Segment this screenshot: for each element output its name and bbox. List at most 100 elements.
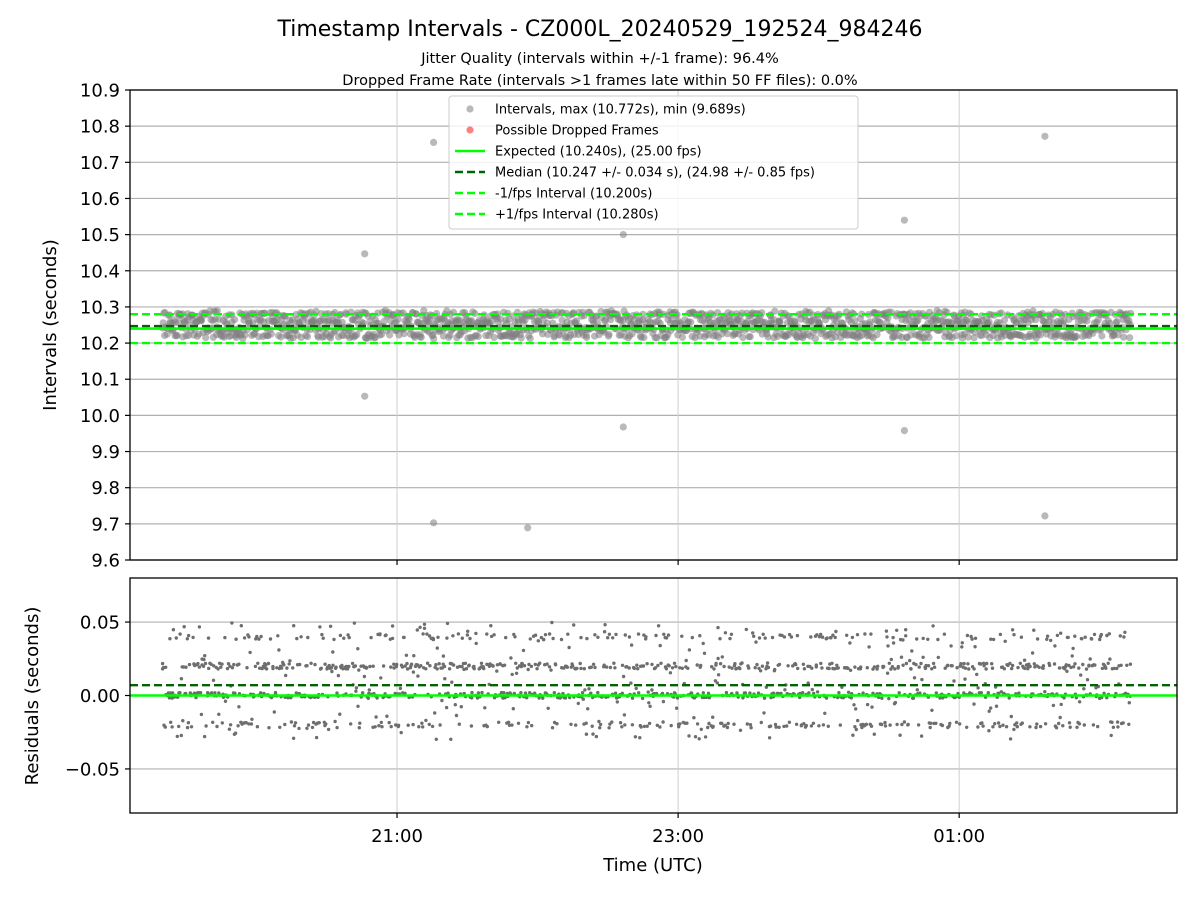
residual-point: [928, 725, 932, 730]
residual-point: [528, 637, 532, 641]
residual-point: [946, 663, 950, 667]
residual-point: [483, 706, 487, 710]
residual-point: [598, 726, 602, 730]
residual-point: [1058, 715, 1062, 720]
residual-point: [687, 734, 691, 738]
residual-point: [338, 633, 343, 638]
residual-point: [1053, 644, 1057, 648]
residual-point: [830, 661, 834, 665]
residual-point: [234, 637, 238, 641]
interval-outlier-point: [619, 423, 627, 431]
residual-point: [1115, 666, 1119, 671]
residual-point: [384, 633, 388, 637]
interval-outlier-point: [430, 519, 438, 527]
residual-point: [908, 658, 912, 663]
residual-point: [837, 691, 841, 695]
residual-point: [965, 725, 969, 729]
residual-point: [510, 672, 514, 677]
residual-point: [893, 667, 897, 671]
residual-point: [255, 725, 260, 729]
residual-point: [880, 722, 884, 727]
residual-point: [661, 720, 665, 724]
residual-point: [575, 666, 579, 671]
residual-point: [991, 725, 995, 729]
residual-point: [684, 658, 688, 663]
residual-point: [247, 635, 251, 639]
residual-point: [823, 711, 827, 715]
residual-point: [459, 705, 463, 709]
residual-point: [390, 624, 395, 628]
residual-point: [361, 691, 365, 695]
residual-point: [782, 635, 787, 639]
residual-point: [220, 662, 224, 666]
residual-point: [984, 667, 988, 671]
residual-point: [846, 690, 851, 694]
interval-point: [241, 331, 249, 339]
residual-point: [861, 691, 865, 695]
residual-point: [206, 691, 210, 695]
residual-point: [1105, 633, 1109, 638]
residual-point: [443, 677, 447, 681]
residual-point: [547, 632, 552, 636]
residual-point: [814, 665, 818, 669]
residual-point: [450, 680, 454, 684]
interval-point: [1036, 331, 1044, 339]
residual-point: [715, 681, 719, 685]
residual-point: [593, 665, 597, 670]
residual-point: [872, 665, 877, 669]
interval-outlier-point: [361, 250, 369, 258]
residual-point: [210, 691, 214, 695]
residual-point: [421, 725, 425, 729]
residual-point: [350, 661, 355, 666]
residual-point: [160, 661, 165, 666]
residual-point: [789, 635, 794, 639]
residual-point: [973, 636, 978, 640]
interval-point: [964, 333, 972, 341]
residual-point: [888, 723, 892, 727]
residual-point: [659, 661, 663, 665]
residual-point: [396, 723, 401, 727]
residual-point: [293, 721, 298, 725]
residual-point: [405, 667, 410, 671]
residual-point: [353, 664, 358, 668]
residual-point: [794, 722, 799, 726]
residual-point: [963, 666, 968, 670]
residual-point: [287, 662, 291, 666]
residual-point: [1069, 665, 1073, 670]
residual-point: [1020, 721, 1024, 725]
residual-point: [418, 625, 422, 629]
residual-point: [464, 667, 469, 671]
residual-point: [1122, 635, 1126, 639]
residual-point: [485, 724, 489, 729]
residual-point: [826, 724, 830, 728]
residual-point: [237, 705, 241, 709]
residual-point: [630, 723, 635, 727]
residual-point: [674, 664, 678, 669]
residual-point: [434, 663, 438, 667]
residual-point: [924, 663, 928, 668]
residual-point: [1032, 662, 1037, 666]
residual-point: [893, 700, 898, 705]
residual-point: [417, 725, 421, 729]
residual-point: [406, 723, 410, 727]
residual-point: [533, 662, 537, 667]
residual-point: [774, 725, 778, 729]
legend-label-median: Median (10.247 +/- 0.034 s), (24.98 +/- …: [495, 166, 815, 181]
residual-point: [358, 721, 362, 725]
residual-point: [250, 717, 254, 721]
residual-point: [685, 721, 689, 725]
top-panel-y-axis-label: Intervals (seconds): [40, 239, 61, 411]
residual-point: [1085, 678, 1090, 682]
residual-point: [921, 655, 925, 659]
residual-point: [801, 662, 806, 666]
residual-point: [191, 635, 195, 640]
residual-point: [226, 662, 231, 666]
residual-point: [809, 635, 813, 639]
interval-point: [851, 317, 859, 325]
residual-point: [630, 696, 635, 700]
residual-point: [555, 722, 559, 726]
residual-point: [931, 661, 936, 666]
top-y-tick-label-13: 10.9: [80, 81, 120, 102]
residual-point: [1070, 654, 1074, 658]
interval-outlier-point: [619, 231, 627, 239]
